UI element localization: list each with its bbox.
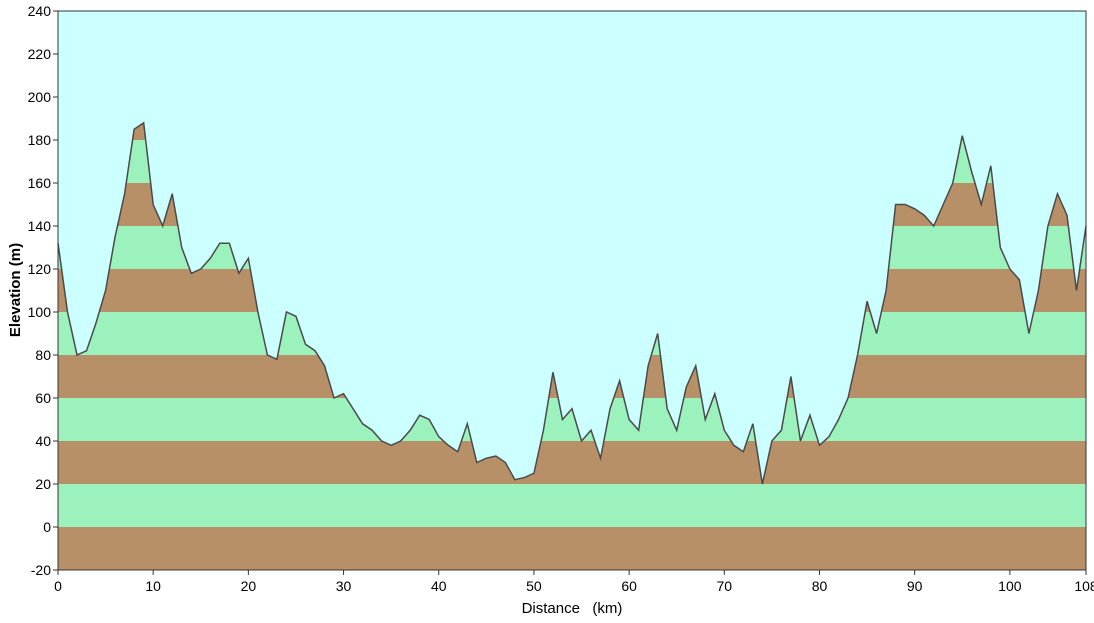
band [58, 484, 1086, 527]
x-tick-label: 40 [431, 578, 447, 594]
x-tick-label: 90 [907, 578, 923, 594]
y-tick-label: 180 [28, 132, 52, 148]
x-tick-label: 50 [526, 578, 542, 594]
y-tick-label: 120 [28, 261, 52, 277]
x-tick-label: 20 [241, 578, 257, 594]
x-tick-label: 108 [1074, 578, 1094, 594]
y-tick-label: 100 [28, 304, 52, 320]
x-tick-label: 30 [336, 578, 352, 594]
y-tick-label: 200 [28, 89, 52, 105]
elevation-line [57, 121, 1087, 485]
x-tick-label: 60 [621, 578, 637, 594]
y-tick-label: 0 [43, 519, 51, 535]
y-axis-label: Elevation (m) [7, 243, 24, 337]
y-tick-label: 40 [35, 433, 51, 449]
y-tick-label: 140 [28, 218, 52, 234]
x-tick-label: 70 [717, 578, 733, 594]
y-tick-label: 160 [28, 175, 52, 191]
band [58, 441, 1086, 484]
y-tick-label: 80 [35, 347, 51, 363]
y-tick-label: -20 [31, 562, 51, 578]
y-tick-label: 240 [28, 3, 52, 19]
plot-border [57, 10, 1087, 571]
y-tick-label: 220 [28, 46, 52, 62]
y-tick-label: 20 [35, 476, 51, 492]
x-tick-label: 10 [145, 578, 161, 594]
x-tick-label: 100 [998, 578, 1022, 594]
y-tick-label: 60 [35, 390, 51, 406]
band [58, 527, 1086, 570]
x-tick-label: 80 [812, 578, 828, 594]
x-tick-label: 0 [54, 578, 62, 594]
x-axis-label: Distance (km) [522, 600, 623, 617]
